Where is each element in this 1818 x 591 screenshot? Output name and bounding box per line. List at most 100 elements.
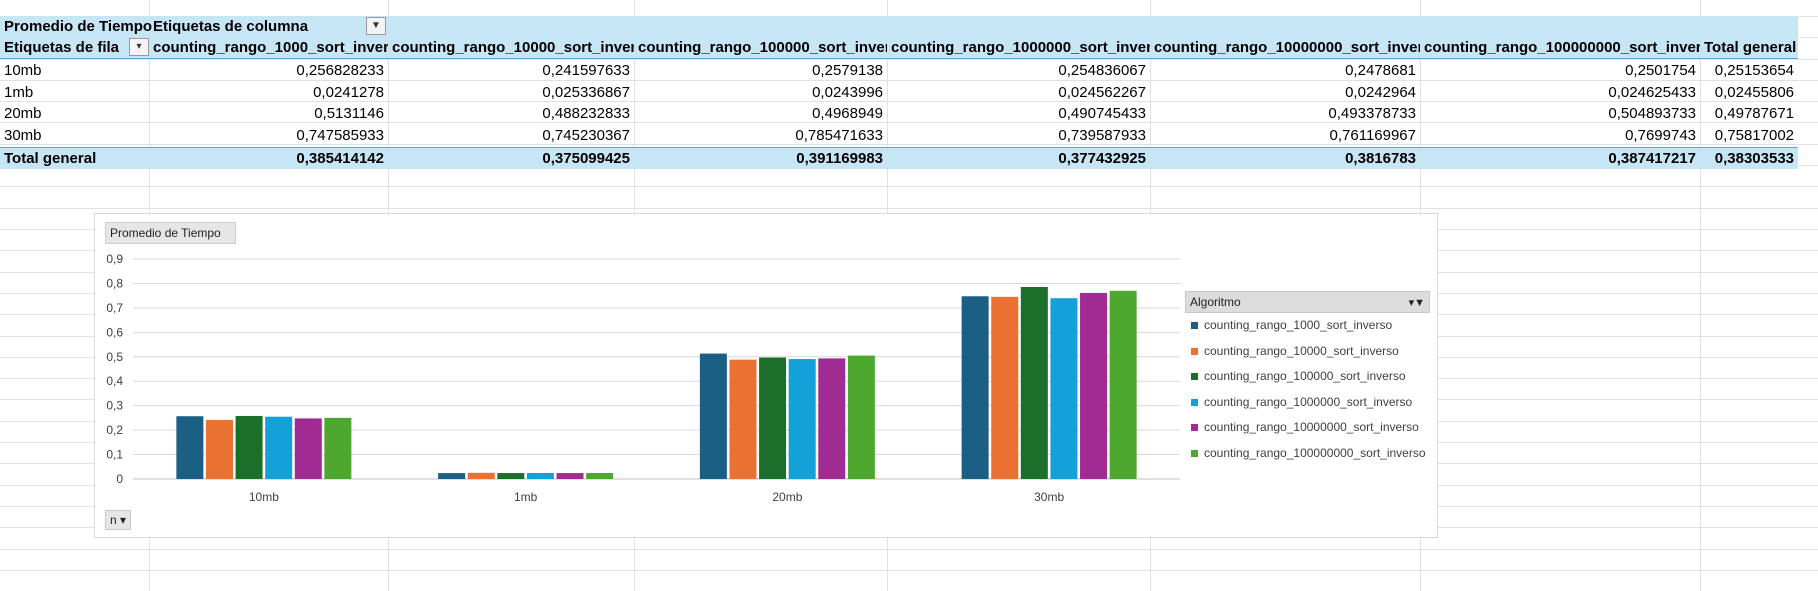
bar[interactable] xyxy=(961,296,989,479)
pivot-row-label[interactable]: 30mb xyxy=(4,126,42,144)
bar[interactable] xyxy=(526,472,554,479)
bar[interactable] xyxy=(759,357,787,479)
pivot-value-cell[interactable]: 0,024562267 xyxy=(1058,83,1146,101)
pivot-row-label[interactable]: 10mb xyxy=(4,62,42,79)
legend-item[interactable]: counting_rango_100000_sort_inverso xyxy=(1185,364,1430,390)
pivot-corner-label[interactable]: Promedio de Tiempo xyxy=(4,18,152,35)
pivot-value-cell[interactable]: 0,49787671 xyxy=(1714,105,1794,122)
bar[interactable] xyxy=(324,417,352,479)
y-tick-label: 0,3 xyxy=(106,399,123,413)
bar[interactable] xyxy=(1050,298,1078,479)
grid-row-line xyxy=(0,570,1818,571)
bar[interactable] xyxy=(556,473,584,479)
bar[interactable] xyxy=(294,418,322,479)
legend-label: counting_rango_100000_sort_inverso xyxy=(1204,369,1406,383)
pivot-col-header[interactable]: counting_rango_100000000_sort_inverso xyxy=(1424,39,1700,56)
bar[interactable] xyxy=(265,416,293,479)
pivot-value-cell[interactable]: 0,02455806 xyxy=(1714,83,1794,101)
legend-filter-icon[interactable]: ▾▼ xyxy=(1408,297,1425,309)
pivot-row-label[interactable]: 1mb xyxy=(4,83,34,101)
pivot-row-labels-header[interactable]: Etiquetas de fila xyxy=(4,39,120,56)
bar[interactable] xyxy=(497,473,525,479)
legend-item[interactable]: counting_rango_10000_sort_inverso xyxy=(1185,339,1430,365)
bar[interactable] xyxy=(467,472,495,479)
bar[interactable] xyxy=(991,296,1019,479)
pivot-value-cell[interactable]: 0,745230367 xyxy=(542,126,630,144)
pivot-col-header[interactable]: counting_rango_100000_sort_inverso xyxy=(638,39,887,56)
pivot-value-cell[interactable]: 0,387417217 xyxy=(1608,150,1696,167)
legend-label: counting_rango_10000000_sort_inverso xyxy=(1204,420,1419,434)
pivot-value-cell[interactable]: 0,375099425 xyxy=(542,150,630,167)
pivot-value-cell[interactable]: 0,785471633 xyxy=(795,126,883,144)
pivot-row: 20mb 0,5131146 0,488232833 0,4968949 0,49074… xyxy=(0,103,1798,124)
legend-field-button[interactable]: Algoritmo ▾▼ xyxy=(1185,291,1430,313)
bar[interactable] xyxy=(205,419,233,479)
bar[interactable] xyxy=(818,358,846,479)
pivot-value-cell[interactable]: 0,241597633 xyxy=(542,62,630,79)
pivot-value-cell[interactable]: 0,5131146 xyxy=(314,105,384,122)
pivot-value-cell[interactable]: 0,256828233 xyxy=(296,62,384,79)
pivot-value-cell[interactable]: 0,488232833 xyxy=(542,105,630,122)
pivot-col-header[interactable]: counting_rango_10000000_sort_inverso xyxy=(1154,39,1420,56)
pivot-col-header-total[interactable]: Total general xyxy=(1704,39,1797,56)
x-category-label: 30mb xyxy=(1034,490,1064,504)
pivot-column-labels-header[interactable]: Etiquetas de columna xyxy=(153,18,309,35)
axis-field-button[interactable]: n ▾ xyxy=(105,510,132,530)
bar[interactable] xyxy=(438,473,466,479)
bar[interactable] xyxy=(699,353,727,479)
pivot-value-cell[interactable]: 0,38303533 xyxy=(1714,150,1794,167)
pivot-value-cell[interactable]: 0,3816783 xyxy=(1345,150,1416,167)
bar[interactable] xyxy=(847,355,875,479)
pivot-row-label[interactable]: Total general xyxy=(4,150,97,167)
pivot-value-cell[interactable]: 0,490745433 xyxy=(1058,105,1146,122)
bar[interactable] xyxy=(788,359,816,479)
column-filter-icon[interactable]: ▼ xyxy=(366,17,386,35)
pivot-value-cell[interactable]: 0,747585933 xyxy=(296,126,384,144)
pivot-value-cell[interactable]: 0,2579138 xyxy=(812,62,883,79)
pivot-value-cell[interactable]: 0,254836067 xyxy=(1058,62,1146,79)
legend-item[interactable]: counting_rango_1000000_sort_inverso xyxy=(1185,390,1430,416)
pivot-value-cell[interactable]: 0,761169967 xyxy=(1329,126,1416,144)
pivot-row: 10mb 0,256828233 0,241597633 0,2579138 0,254… xyxy=(0,60,1798,81)
pivot-value-cell[interactable]: 0,504893733 xyxy=(1608,105,1696,122)
chart-legend: Algoritmo ▾▼ counting_rango_1000_sort_in… xyxy=(1185,291,1430,466)
row-filter-dropdown-icon[interactable]: ▾ xyxy=(129,38,149,56)
pivot-value-cell[interactable]: 0,2501754 xyxy=(1625,62,1696,79)
bar[interactable] xyxy=(235,415,263,479)
y-tick-label: 0,6 xyxy=(106,325,123,339)
pivot-value-cell[interactable]: 0,0242964 xyxy=(1345,83,1416,101)
legend-item[interactable]: counting_rango_100000000_sort_inverso xyxy=(1185,441,1430,467)
pivot-col-header[interactable]: counting_rango_1000000_sort_inverso xyxy=(891,39,1150,56)
pivot-value-cell[interactable]: 0,0241278 xyxy=(313,83,384,101)
pivot-value-cell[interactable]: 0,391169983 xyxy=(796,150,883,167)
pivot-chart[interactable]: 0 0,1 0,2 0,3 0,4 0,5 0,6 0,7 0,8 0,9 10mb 1mb 20mb 3… xyxy=(94,213,1438,538)
pivot-row: 1mb 0,0241278 0,025336867 0,0243996 0,024562… xyxy=(0,82,1798,103)
bar[interactable] xyxy=(1080,292,1108,479)
pivot-value-cell[interactable]: 0,377432925 xyxy=(1058,150,1146,167)
bar[interactable] xyxy=(1109,290,1137,479)
pivot-value-cell[interactable]: 0,024625433 xyxy=(1608,83,1696,101)
pivot-value-cell[interactable]: 0,7699743 xyxy=(1625,126,1696,144)
legend-item[interactable]: counting_rango_1000_sort_inverso xyxy=(1185,313,1430,339)
pivot-value-cell[interactable]: 0,493378733 xyxy=(1328,105,1416,122)
bar[interactable] xyxy=(1020,286,1048,479)
pivot-value-cell[interactable]: 0,25153654 xyxy=(1714,62,1794,79)
pivot-value-cell[interactable]: 0,75817002 xyxy=(1714,126,1794,144)
pivot-col-header[interactable]: counting_rango_1000_sort_inverso xyxy=(153,39,388,56)
pivot-value-cell[interactable]: 0,2478681 xyxy=(1345,62,1416,79)
pivot-value-cell[interactable]: 0,385414142 xyxy=(296,150,384,167)
chart-plot-area: 0 0,1 0,2 0,3 0,4 0,5 0,6 0,7 0,8 0,9 10mb 1mb 20mb 3… xyxy=(106,252,1180,504)
pivot-total-row: Total general 0,385414142 0,375099425 0,391… xyxy=(0,148,1798,169)
pivot-value-cell[interactable]: 0,025336867 xyxy=(542,83,630,101)
pivot-col-header[interactable]: counting_rango_10000_sort_inverso xyxy=(392,39,634,56)
legend-item[interactable]: counting_rango_10000000_sort_inverso xyxy=(1185,415,1430,441)
pivot-row-label[interactable]: 20mb xyxy=(4,105,42,122)
bar[interactable] xyxy=(176,416,204,479)
pivot-value-cell[interactable]: 0,0243996 xyxy=(812,83,883,101)
grid-row-line xyxy=(0,122,1818,123)
pivot-value-cell[interactable]: 0,739587933 xyxy=(1058,126,1146,144)
bar[interactable] xyxy=(729,359,757,479)
bar[interactable] xyxy=(586,472,614,479)
pivot-value-cell[interactable]: 0,4968949 xyxy=(812,105,883,122)
chart-value-field-button[interactable]: Promedio de Tiempo xyxy=(105,222,236,244)
